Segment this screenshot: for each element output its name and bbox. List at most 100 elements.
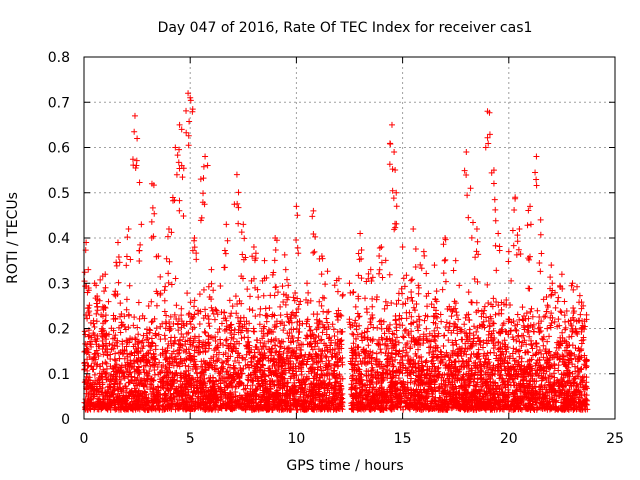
data-point [172, 371, 179, 378]
data-point [383, 346, 390, 353]
data-point [313, 376, 320, 383]
data-point [264, 398, 271, 405]
data-point [352, 317, 359, 324]
data-point [437, 395, 444, 402]
data-point [576, 369, 583, 376]
data-point [123, 296, 130, 303]
data-point [324, 309, 331, 316]
data-point [263, 312, 270, 319]
data-point [319, 393, 326, 400]
data-point [524, 329, 531, 336]
data-point [429, 363, 436, 370]
data-point [474, 324, 481, 331]
data-point [166, 325, 173, 332]
data-point [152, 342, 159, 349]
data-point [230, 345, 237, 352]
data-point [403, 272, 410, 279]
data-point [449, 375, 456, 382]
data-point [206, 362, 213, 369]
data-point [286, 319, 293, 326]
data-point [523, 377, 530, 384]
data-point [183, 330, 190, 337]
data-point [431, 304, 438, 311]
data-point [92, 377, 99, 384]
data-point [362, 387, 369, 394]
data-point [513, 337, 520, 344]
data-point [440, 342, 447, 349]
data-point [229, 348, 236, 355]
data-point [175, 340, 182, 347]
data-point [543, 308, 550, 315]
data-point [544, 304, 551, 311]
data-point [509, 363, 516, 370]
data-point [117, 329, 124, 336]
data-point [514, 393, 521, 400]
data-point [510, 318, 517, 325]
data-point [293, 372, 300, 379]
data-point [145, 339, 152, 346]
data-point [88, 334, 95, 341]
data-point [373, 356, 380, 363]
data-point [512, 322, 519, 329]
data-point [147, 386, 154, 393]
data-point [396, 321, 403, 328]
data-point [205, 316, 212, 323]
data-point [408, 294, 415, 301]
data-point [520, 317, 527, 324]
data-point [328, 353, 335, 360]
data-point [563, 308, 570, 315]
data-point [445, 337, 452, 344]
data-point [514, 373, 521, 380]
data-point [571, 351, 578, 358]
data-point [375, 336, 382, 343]
data-point [388, 350, 395, 357]
data-point [279, 283, 286, 290]
data-point [407, 345, 414, 352]
data-point [276, 393, 283, 400]
data-point [368, 379, 375, 386]
data-point [556, 355, 563, 362]
data-point [218, 359, 225, 366]
data-point [93, 310, 100, 317]
data-point [470, 332, 477, 339]
data-point [508, 327, 515, 334]
data-point [322, 353, 329, 360]
data-point [195, 394, 202, 401]
data-point [533, 389, 540, 396]
data-point [262, 305, 269, 312]
data-point [263, 318, 270, 325]
data-point [432, 320, 439, 327]
data-point [92, 336, 99, 343]
data-point [451, 358, 458, 365]
data-point [454, 330, 461, 337]
data-point [520, 312, 527, 319]
data-point [149, 318, 156, 325]
data-point [431, 327, 438, 334]
data-point [582, 362, 589, 369]
data-point [280, 299, 287, 306]
data-point [551, 318, 558, 325]
data-point [126, 282, 133, 289]
data-point [383, 325, 390, 332]
data-point [383, 335, 390, 342]
data-point [178, 305, 185, 312]
data-point [473, 309, 480, 316]
data-point [222, 350, 229, 357]
data-point [558, 371, 565, 378]
data-point [268, 371, 275, 378]
data-point [99, 313, 106, 320]
data-point [556, 356, 563, 363]
data-point [403, 349, 410, 356]
data-point [383, 336, 390, 343]
data-point [520, 332, 527, 339]
data-point [205, 345, 212, 352]
data-point [376, 318, 383, 325]
data-point [478, 323, 485, 330]
data-point [238, 335, 245, 342]
data-point [93, 300, 100, 307]
data-point [116, 355, 123, 362]
data-point [236, 359, 243, 366]
data-point [331, 333, 338, 340]
data-point [468, 343, 475, 350]
data-point [249, 307, 256, 314]
